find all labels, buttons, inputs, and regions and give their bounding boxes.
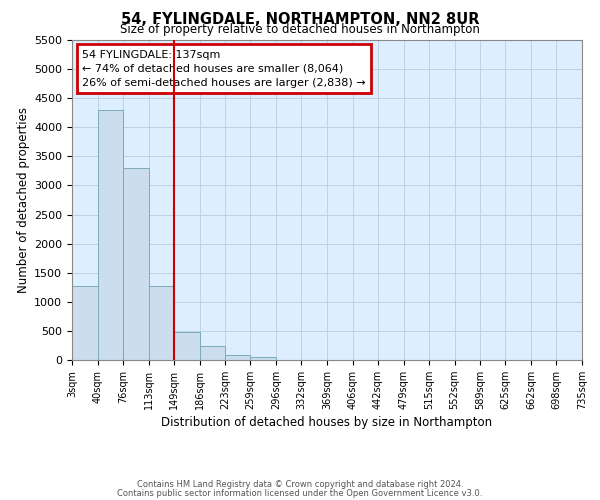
X-axis label: Distribution of detached houses by size in Northampton: Distribution of detached houses by size …	[161, 416, 493, 429]
Bar	[149, 286, 174, 360]
Y-axis label: Number of detached properties: Number of detached properties	[17, 107, 30, 293]
Bar	[199, 346, 225, 360]
Bar	[123, 168, 149, 360]
Text: 54 FYLINGDALE: 137sqm
← 74% of detached houses are smaller (8,064)
26% of semi-d: 54 FYLINGDALE: 137sqm ← 74% of detached …	[82, 50, 366, 88]
Bar	[174, 332, 199, 360]
Text: Size of property relative to detached houses in Northampton: Size of property relative to detached ho…	[120, 22, 480, 36]
Bar	[250, 356, 276, 360]
Bar	[98, 110, 123, 360]
Text: 54, FYLINGDALE, NORTHAMPTON, NN2 8UR: 54, FYLINGDALE, NORTHAMPTON, NN2 8UR	[121, 12, 479, 28]
Bar	[72, 286, 98, 360]
Text: Contains HM Land Registry data © Crown copyright and database right 2024.: Contains HM Land Registry data © Crown c…	[137, 480, 463, 489]
Bar	[225, 355, 250, 360]
Text: Contains public sector information licensed under the Open Government Licence v3: Contains public sector information licen…	[118, 488, 482, 498]
